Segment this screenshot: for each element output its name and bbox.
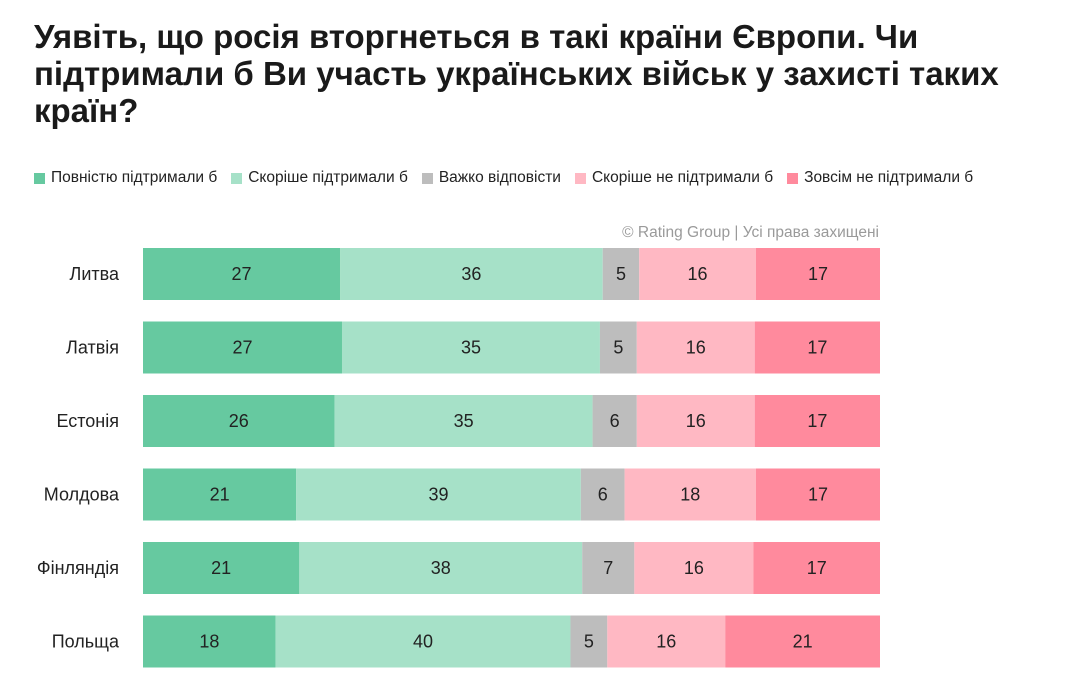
data-label: 40 <box>413 632 433 652</box>
legend-label: Важко відповісти <box>438 169 561 186</box>
data-label: 35 <box>454 411 474 431</box>
data-label: 39 <box>429 485 449 505</box>
category-label: Литва <box>70 264 120 284</box>
bar-segment <box>754 395 880 447</box>
bar-segment <box>755 248 880 300</box>
bar-segment <box>634 542 754 594</box>
bar-segment <box>275 615 571 668</box>
legend-item-rather-support: Скоріше підтримали б <box>231 169 408 187</box>
data-label: 17 <box>807 338 827 358</box>
bar-segment <box>639 248 756 300</box>
data-label: 5 <box>613 338 623 358</box>
data-label: 18 <box>680 485 700 505</box>
data-label: 21 <box>793 632 813 652</box>
data-label: 16 <box>684 558 704 578</box>
bar-segment <box>570 615 608 668</box>
bar-segment <box>636 321 755 374</box>
legend-label: Зовсім не підтримали б <box>804 169 974 186</box>
bar-segment <box>334 395 593 447</box>
legend-item-rather-not: Скоріше не підтримали б <box>574 169 774 187</box>
legend-swatch <box>787 172 799 184</box>
category-label: Молдова <box>44 485 120 505</box>
bar-segment <box>753 542 880 594</box>
bar-segment <box>580 468 625 521</box>
category-label: Естонія <box>56 411 119 431</box>
data-label: 16 <box>686 338 706 358</box>
bar-segment <box>143 468 297 521</box>
bar-segment <box>340 248 603 300</box>
bar-segment <box>143 542 300 594</box>
chart-title: Уявіть, що росія вторгнеться в такі краї… <box>34 18 999 129</box>
bar-segment <box>607 615 726 668</box>
bar-segment <box>341 321 600 374</box>
data-label: 6 <box>610 411 620 431</box>
data-label: 38 <box>431 558 451 578</box>
data-label: 16 <box>656 632 676 652</box>
legend-swatch <box>574 172 586 184</box>
data-label: 17 <box>808 485 828 505</box>
data-label: 21 <box>211 558 231 578</box>
data-label: 6 <box>598 485 608 505</box>
bar-segment <box>143 395 335 447</box>
bar-segment <box>296 468 581 521</box>
legend-label: Скоріше підтримали б <box>248 169 408 186</box>
legend-item-fully-support: Повністю підтримали б <box>34 169 217 187</box>
bar-segment <box>143 321 342 374</box>
data-label: 7 <box>603 558 613 578</box>
data-label: 16 <box>688 264 708 284</box>
data-label: 17 <box>808 264 828 284</box>
category-label: Польща <box>52 632 120 652</box>
bar-segment <box>592 395 637 447</box>
data-label: 16 <box>686 411 706 431</box>
legend-item-not-at-all: Зовсім не підтримали б <box>787 169 973 187</box>
data-label: 27 <box>231 264 251 284</box>
data-label: 21 <box>210 485 230 505</box>
data-label: 27 <box>232 338 252 358</box>
category-label: Фінляндія <box>37 558 119 578</box>
copyright-notice: © Rating Group | Усі права захищені <box>622 224 879 241</box>
bar-segment <box>754 321 880 374</box>
data-label: 26 <box>229 411 249 431</box>
bar-segment <box>582 542 635 594</box>
bar-segment <box>299 542 583 594</box>
bar-segment <box>725 615 880 668</box>
bar-segment <box>636 395 755 447</box>
bar-segment <box>143 615 276 668</box>
category-label: Латвія <box>66 338 119 358</box>
data-label: 36 <box>461 264 481 284</box>
legend-swatch <box>231 172 243 184</box>
legend-item-hard-to-say: Важко відповісти <box>421 169 561 187</box>
legend-label: Повністю підтримали б <box>51 169 218 186</box>
legend-label: Скоріше не підтримали б <box>591 169 774 186</box>
bar-segment <box>624 468 756 521</box>
data-label: 18 <box>199 632 219 652</box>
data-label: 35 <box>461 338 481 358</box>
data-label: 5 <box>616 264 626 284</box>
data-label: 17 <box>807 411 827 431</box>
legend-swatch <box>421 172 433 184</box>
data-label: 17 <box>807 558 827 578</box>
bar-segment <box>602 248 640 300</box>
bar-segment <box>755 468 880 521</box>
bar-segment <box>599 321 637 374</box>
data-label: 5 <box>584 632 594 652</box>
bar-segment <box>143 248 341 300</box>
legend: Повністю підтримали б Скоріше підтримали… <box>34 166 973 190</box>
legend-swatch <box>34 172 45 184</box>
